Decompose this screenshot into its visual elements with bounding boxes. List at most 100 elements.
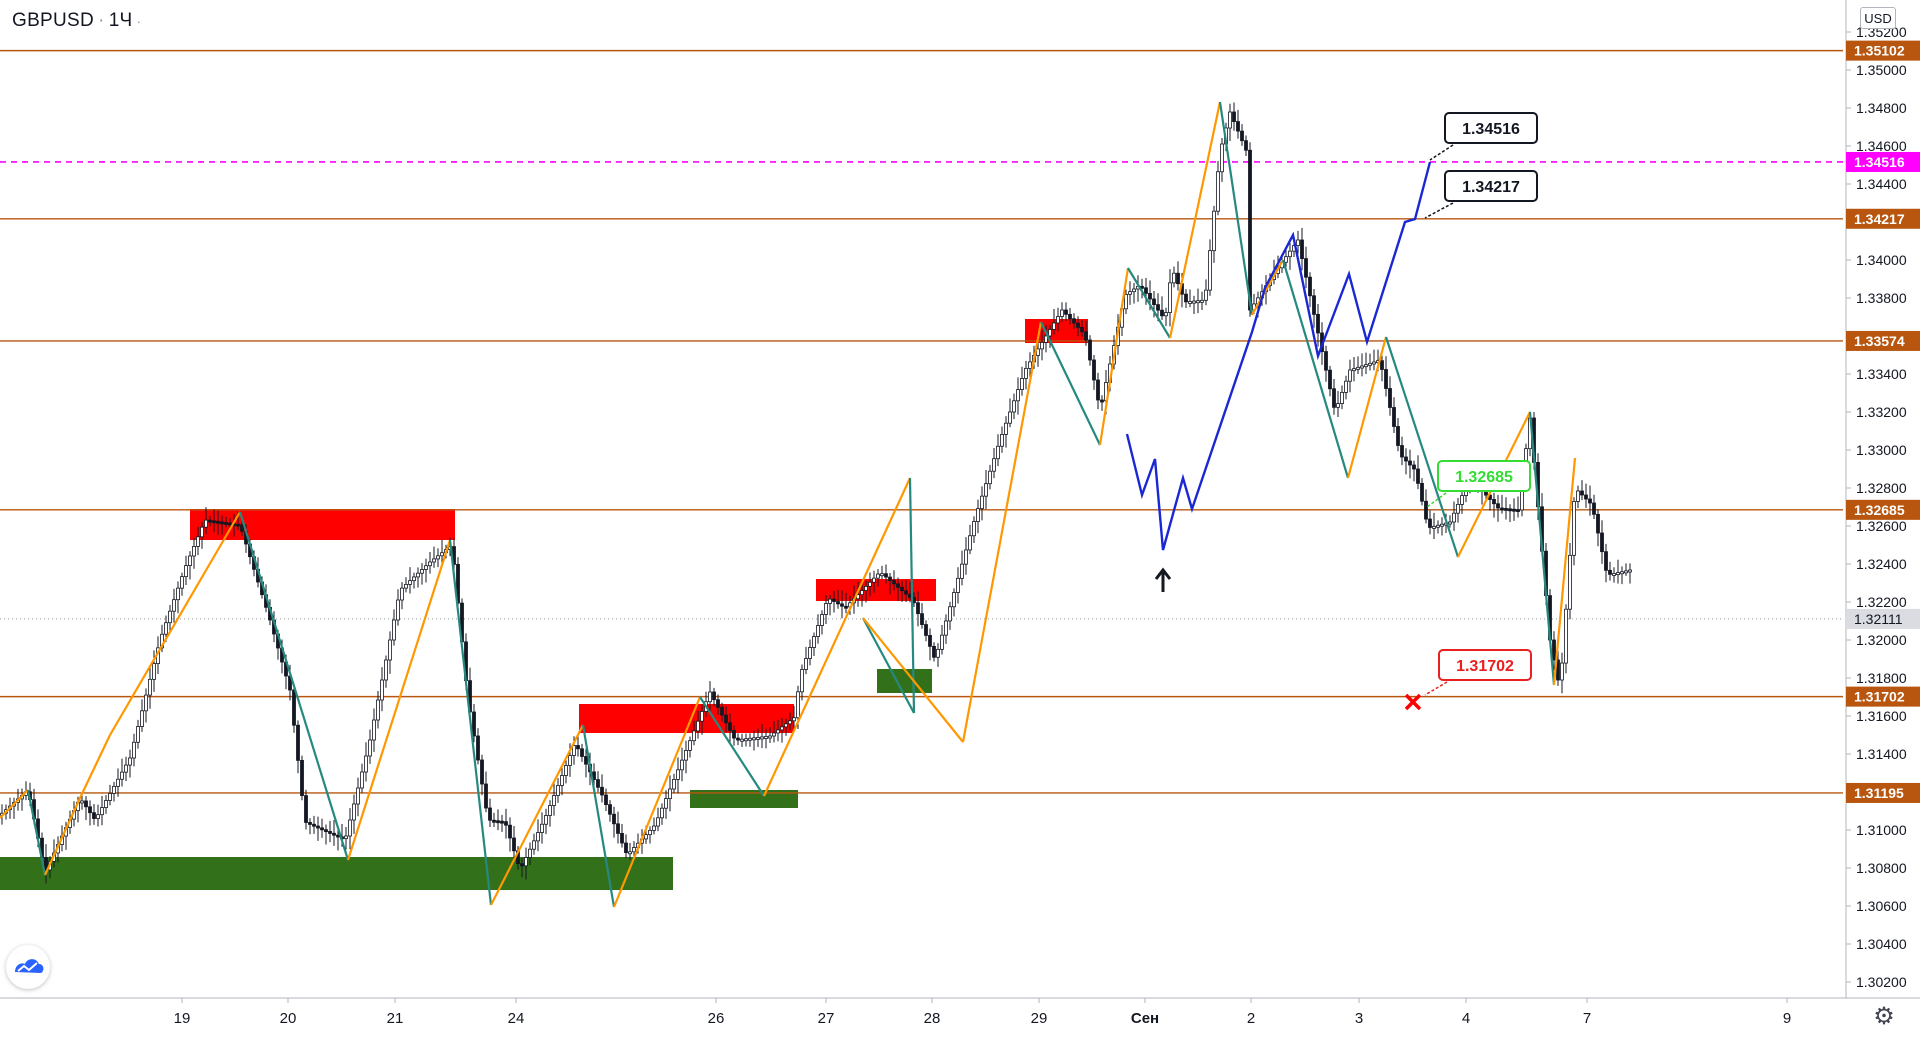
tradingview-logo-icon[interactable] xyxy=(6,945,50,989)
candle-body xyxy=(308,822,312,825)
candle-body xyxy=(864,586,868,591)
candle-body xyxy=(188,555,192,567)
candle-body xyxy=(1072,318,1076,324)
candle-body xyxy=(1392,407,1396,427)
time-tick-label: 27 xyxy=(818,1010,835,1027)
zigzag-segment xyxy=(1281,259,1350,479)
candle-body xyxy=(180,576,184,589)
candle-body xyxy=(1284,256,1288,263)
candle-body xyxy=(484,783,488,809)
candle-body xyxy=(1208,250,1212,291)
candle-body xyxy=(880,573,884,577)
candle-body xyxy=(1160,309,1164,317)
candle-body xyxy=(544,815,548,825)
candle-body xyxy=(720,706,724,716)
candle-body xyxy=(1416,468,1420,484)
candle-body xyxy=(1132,288,1136,293)
candle-body xyxy=(1492,499,1496,505)
candle-body xyxy=(1244,140,1248,151)
candle-body xyxy=(608,804,612,815)
candle-body xyxy=(1020,377,1024,390)
candle-body xyxy=(1576,490,1580,502)
candle-body xyxy=(556,785,560,796)
candle-body xyxy=(764,736,768,739)
level-price-tag xyxy=(1846,330,1920,351)
candle-body xyxy=(212,520,216,524)
price-tick-label: 1.33200 xyxy=(1856,404,1907,420)
candle-body xyxy=(564,765,568,776)
candle-body xyxy=(1004,422,1008,435)
level-price-tag xyxy=(1846,151,1920,172)
candle-body xyxy=(1188,301,1192,304)
candle-body xyxy=(1460,495,1464,505)
candle-body xyxy=(300,760,304,797)
candle-body xyxy=(604,794,608,806)
candle-body xyxy=(1124,293,1128,310)
candle-body xyxy=(1232,111,1236,122)
candle-body xyxy=(332,832,336,836)
candle-body xyxy=(84,800,88,808)
callout-box[interactable] xyxy=(1444,170,1538,202)
candle-body xyxy=(380,679,384,701)
level-price-tag xyxy=(1846,208,1920,229)
candle-body xyxy=(1408,460,1412,466)
price-tick-label: 1.31400 xyxy=(1856,746,1907,762)
zigzag-segment xyxy=(581,724,616,908)
candle-body xyxy=(1184,293,1188,303)
zigzag-segment xyxy=(43,797,82,876)
zone-rect[interactable] xyxy=(690,790,798,808)
candle-body xyxy=(408,580,412,585)
candle-body xyxy=(432,558,436,563)
candle-body xyxy=(1500,507,1504,511)
level-price-label: 1.31195 xyxy=(1854,785,1904,801)
candle-body xyxy=(92,812,96,819)
candle-body xyxy=(708,691,712,703)
candle-body xyxy=(1068,313,1072,320)
candle-body xyxy=(388,639,392,661)
candle-body xyxy=(804,658,808,670)
candle-body xyxy=(572,745,576,756)
candle-body xyxy=(840,603,844,607)
candle-body xyxy=(132,741,136,759)
candle-body xyxy=(1064,309,1068,315)
candle-body xyxy=(656,817,660,827)
symbol-legend[interactable]: GBPUSD · 1Ч · xyxy=(12,10,142,31)
candle-body xyxy=(1156,304,1160,311)
currency-button[interactable]: USD xyxy=(1860,7,1896,29)
zone-rect[interactable] xyxy=(0,857,673,890)
candle-body xyxy=(1056,316,1060,324)
candle-body xyxy=(532,840,536,850)
candle-body xyxy=(1228,111,1232,129)
candle-body xyxy=(1216,171,1220,212)
callout-box[interactable] xyxy=(1444,112,1538,144)
candle-body xyxy=(528,848,532,858)
callout-box[interactable] xyxy=(1438,649,1532,681)
candle-body xyxy=(1144,287,1148,294)
zigzag-segment xyxy=(862,617,964,743)
gear-icon[interactable]: ⚙ xyxy=(1873,1003,1895,1030)
candle-body xyxy=(884,573,888,578)
candle-body xyxy=(400,587,404,601)
price-tick-label: 1.32600 xyxy=(1856,518,1907,534)
candle-body xyxy=(1048,329,1052,337)
zigzag-segment xyxy=(346,539,452,861)
candle-body xyxy=(1592,502,1596,515)
zigzag-segment xyxy=(26,789,47,876)
forecast-path[interactable] xyxy=(1125,161,1432,551)
candle-body xyxy=(520,863,524,867)
candle-body xyxy=(476,735,480,761)
candle-body xyxy=(360,771,364,789)
time-tick-label: Сен xyxy=(1131,1010,1159,1027)
candle-body xyxy=(1240,130,1244,142)
callout-box[interactable] xyxy=(1437,460,1531,492)
candle-body xyxy=(80,800,84,804)
candle-body xyxy=(488,807,492,821)
candle-body xyxy=(792,717,796,722)
candle-body xyxy=(812,636,816,648)
candle-body xyxy=(292,689,296,726)
zone-rect[interactable] xyxy=(877,669,932,693)
candle-body xyxy=(616,823,620,834)
candle-body xyxy=(424,565,428,570)
candle-body xyxy=(1412,464,1416,470)
